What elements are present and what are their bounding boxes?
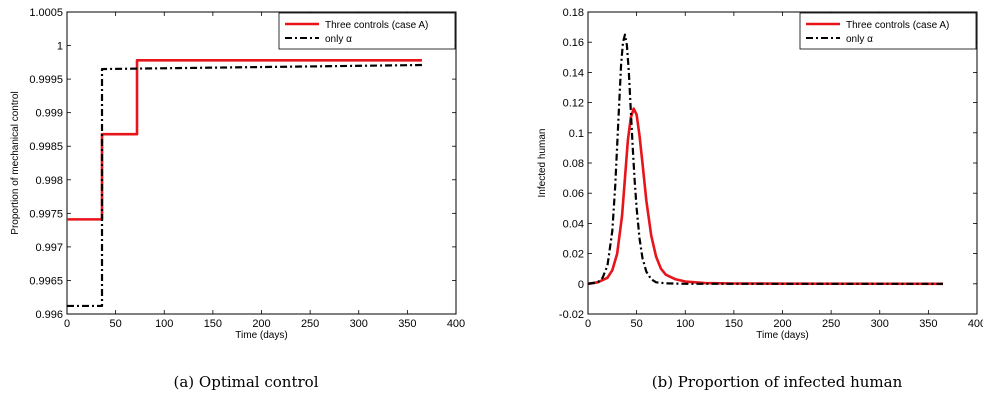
x-tick-label: 50	[110, 318, 122, 330]
y-tick-label: 0.18	[563, 7, 584, 19]
x-axis-label: Time (days)	[756, 330, 808, 341]
x-tick-label: 250	[822, 318, 840, 330]
chart-b: 050100150200250300350400-0.0200.020.040.…	[537, 7, 983, 391]
series-line-only-alpha	[588, 33, 943, 285]
y-tick-label: 0.16	[563, 37, 584, 49]
series-line-three-controls	[67, 59, 422, 221]
x-tick-label: 300	[871, 318, 889, 330]
legend-label: only α	[325, 34, 352, 45]
x-tick-label: 200	[252, 318, 270, 330]
x-tick-label: 0	[64, 318, 70, 330]
y-tick-label: -0.02	[559, 309, 584, 321]
y-tick-label: 0.999	[35, 108, 63, 120]
y-tick-label: 0.08	[563, 158, 584, 170]
legend-box	[278, 12, 456, 50]
y-tick-label: 0.14	[563, 67, 584, 79]
legend-label: Three controls (case A)	[846, 20, 949, 31]
x-tick-label: 350	[398, 318, 416, 330]
series-line-three-controls	[588, 107, 943, 286]
x-tick-label: 150	[204, 318, 222, 330]
y-tick-label: 0.1	[569, 128, 584, 140]
chart-a: 0 50 100 150 200 250 300 350 400 0.996 0.9965 0.997…	[10, 7, 465, 391]
x-tick-label: 350	[919, 318, 937, 330]
y-tick-label: 0.06	[563, 188, 584, 200]
legend-box	[799, 12, 977, 50]
y-tick-label: 1.0005	[29, 7, 63, 19]
x-tick-label: 50	[631, 318, 643, 330]
x-tick-label: 100	[155, 318, 173, 330]
y-tick-label: 0	[578, 279, 584, 291]
legend: Three controls (case A) only α	[278, 12, 456, 50]
series-line-only-alpha	[67, 63, 422, 308]
x-tick-label: 100	[676, 318, 694, 330]
y-tick-label: 0.02	[563, 249, 584, 261]
series-group	[67, 59, 422, 308]
y-axis-label: Proportion of mechanical control	[10, 91, 21, 234]
y-tick-label: 0.998	[35, 175, 63, 187]
x-tick-label: 400	[968, 318, 983, 330]
y-tick-label: 0.996	[35, 309, 63, 321]
x-tick-label: 300	[350, 318, 368, 330]
y-tick-label: 0.9975	[29, 208, 63, 220]
y-tick-label: 1	[57, 41, 63, 53]
y-axis-label: Infected human	[537, 129, 548, 198]
series-group	[588, 33, 943, 286]
y-tick-label: 0.9965	[29, 275, 63, 287]
x-tick-label: 200	[773, 318, 791, 330]
figure-caption: (a) Optimal control	[174, 373, 319, 391]
y-tick-label: 0.04	[563, 218, 584, 230]
plot-area-frame	[66, 11, 457, 315]
x-tick-label: 150	[725, 318, 743, 330]
legend-label: Three controls (case A)	[325, 20, 428, 31]
figure-caption: (b) Proportion of infected human	[652, 373, 903, 391]
legend: Three controls (case A) only α	[799, 12, 977, 50]
x-tick-label: 400	[447, 318, 465, 330]
y-tick-label: 0.12	[563, 98, 584, 110]
y-tick-label: 0.9985	[29, 141, 63, 153]
charts-root: 0 50 100 150 200 250 300 350 4000.9960.99650.997…	[10, 7, 983, 391]
y-tick-label: 0.997	[35, 242, 63, 254]
y-tick-label: 0.9995	[29, 74, 63, 86]
legend-label: only α	[846, 34, 873, 45]
x-axis-label: Time (days)	[235, 330, 287, 341]
x-tick-label: 0	[585, 318, 591, 330]
x-tick-label: 250	[301, 318, 319, 330]
